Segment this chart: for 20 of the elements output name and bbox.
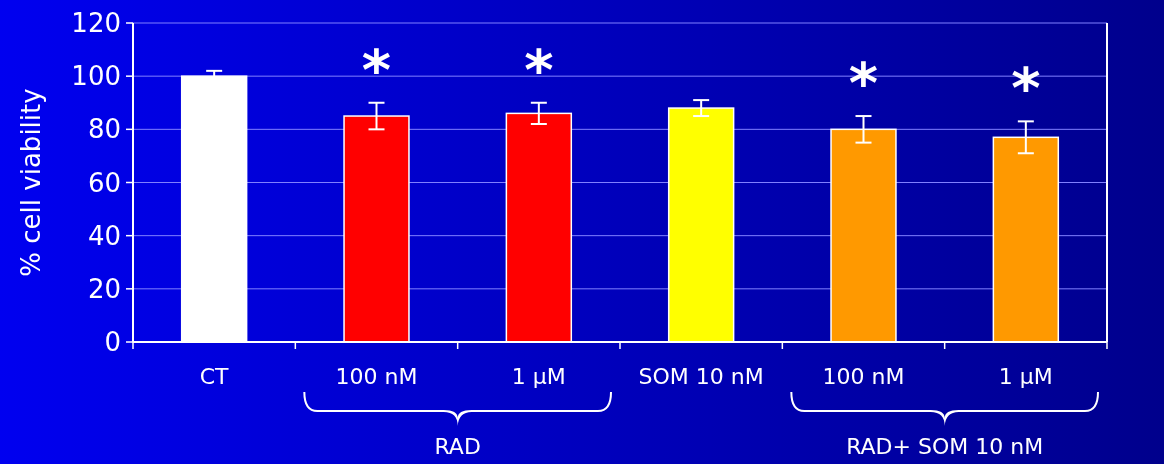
- annotation: *: [1011, 55, 1041, 121]
- x-tick-label: CT: [199, 364, 230, 389]
- y-axis-title: % cell viability: [16, 88, 46, 277]
- text: RAD: [434, 434, 481, 459]
- x-tick-label: SOM 10 nM: [638, 364, 764, 389]
- y-tick-label: 0: [104, 327, 121, 358]
- x-tick-label: 100 nM: [335, 364, 418, 389]
- annotation: *: [524, 36, 554, 102]
- y-tick-label: 80: [87, 114, 121, 145]
- annotation: *: [848, 50, 879, 116]
- y-tick-label: 60: [87, 167, 121, 198]
- y-tick-label: 100: [71, 61, 121, 92]
- x-tick-label: 1 µM: [998, 364, 1053, 389]
- y-tick-label: 40: [87, 220, 121, 251]
- text: RAD+ SOM 10 nM: [846, 434, 1044, 459]
- y-tick-label: 20: [87, 273, 121, 304]
- x-tick-label: 1 µM: [511, 364, 566, 389]
- x-tick-label: 100 nM: [822, 364, 905, 389]
- y-tick-label: 120: [71, 8, 121, 39]
- annotation: *: [361, 36, 392, 102]
